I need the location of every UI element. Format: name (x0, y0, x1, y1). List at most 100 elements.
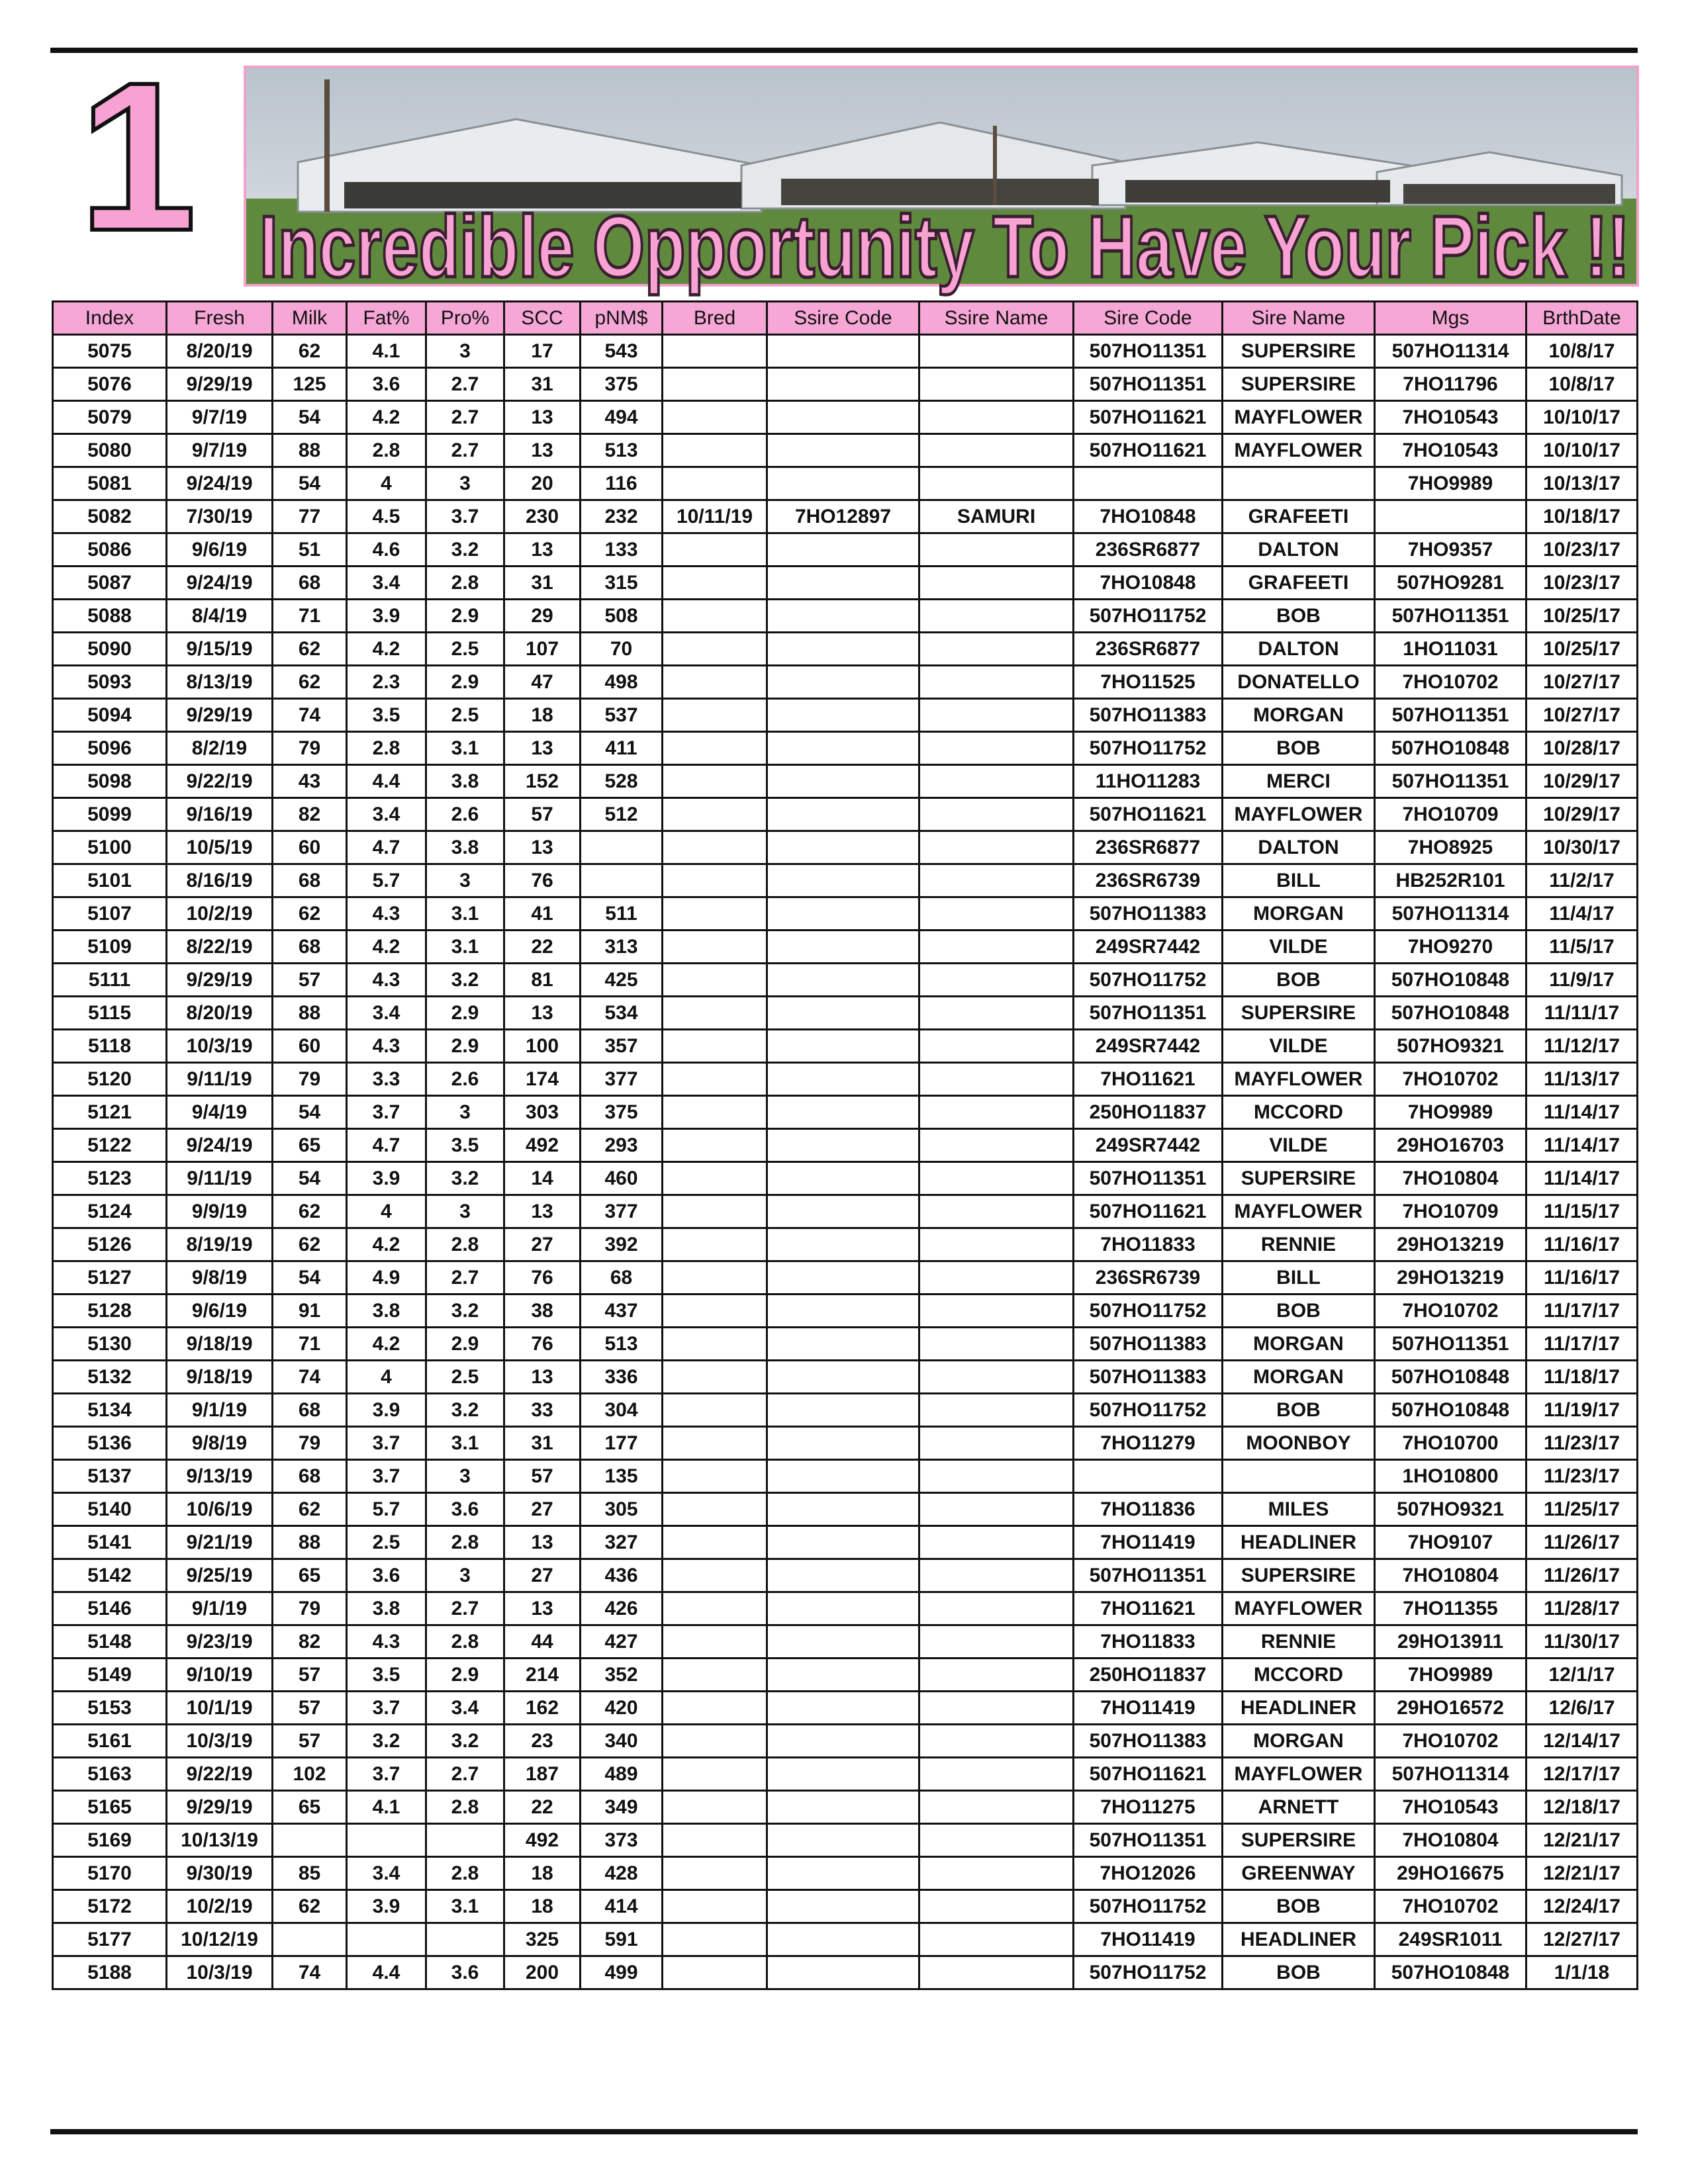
table-cell: 18 (503, 1856, 581, 1891)
table-cell: 1HO11031 (1374, 631, 1527, 666)
table-cell: 5142 (52, 1558, 167, 1593)
table-cell: 498 (579, 664, 663, 700)
table-cell: SUPERSIRE (1221, 1558, 1376, 1593)
table-cell: 10/27/17 (1525, 698, 1638, 733)
table-cell (766, 1492, 920, 1527)
table-cell: 250HO11837 (1072, 1657, 1223, 1692)
table-cell: 11/16/17 (1525, 1260, 1638, 1295)
table-cell (766, 532, 920, 567)
table-cell: VILDE (1221, 929, 1376, 964)
table-cell: 10/18/17 (1525, 499, 1638, 534)
table-cell: 11/16/17 (1525, 1227, 1638, 1262)
table-cell: 7HO8925 (1374, 830, 1527, 865)
table-cell (661, 1558, 768, 1593)
table-row: 5086 9/6/19 51 4.6 3.2 13 133 236SR6877 DALTON 7H… (52, 532, 1638, 567)
table-cell (661, 466, 768, 501)
table-cell: 18 (503, 1889, 581, 1924)
table-cell: 7HO11275 (1072, 1790, 1223, 1825)
table-cell: 187 (503, 1756, 581, 1792)
table-cell: 3.6 (346, 1558, 427, 1593)
table-cell: 460 (579, 1161, 663, 1196)
table-cell: 27 (503, 1558, 581, 1593)
table-cell: 357 (579, 1028, 663, 1064)
table-cell: 57 (271, 1690, 348, 1725)
table-row: 5136 9/8/19 79 3.7 3.1 31 177 7HO11279 MOONBOY 7H… (52, 1426, 1638, 1461)
table-cell: 9/8/19 (165, 1426, 273, 1461)
table-cell: 51 (271, 532, 348, 567)
table-cell (661, 731, 768, 766)
table-cell: 7HO11419 (1072, 1922, 1223, 1957)
table-cell (766, 664, 920, 700)
table-cell: 2.9 (425, 1028, 505, 1064)
table-cell: MCCORD (1221, 1095, 1376, 1130)
table-cell: 10/3/19 (165, 1028, 273, 1064)
table-cell (918, 896, 1074, 931)
table-cell (918, 698, 1074, 733)
table-cell: 5188 (52, 1955, 167, 1990)
table-cell: GRAFEETI (1221, 499, 1376, 534)
table-cell: 392 (579, 1227, 663, 1262)
table-cell (661, 1955, 768, 1990)
table-cell (766, 598, 920, 633)
table-cell: 507HO10848 (1374, 731, 1527, 766)
table-cell: 349 (579, 1790, 663, 1825)
table-row: 5153 10/1/19 57 3.7 3.4 162 420 7HO11419 HEADLIN… (52, 1690, 1638, 1725)
table-cell: MAYFLOWER (1221, 1591, 1376, 1626)
table-cell: 4.3 (346, 1028, 427, 1064)
table-cell (661, 598, 768, 633)
table-cell: DALTON (1221, 631, 1376, 666)
table-cell: 74 (271, 1359, 348, 1394)
table-row: 5087 9/24/19 68 3.4 2.8 31 315 7HO10848 GRAFEETI… (52, 565, 1638, 600)
table-cell (766, 929, 920, 964)
table-cell (661, 1095, 768, 1130)
table-cell: 528 (579, 764, 663, 799)
table-cell: 5121 (52, 1095, 167, 1130)
table-cell: 135 (579, 1459, 663, 1494)
table-cell: 10/13/17 (1525, 466, 1638, 501)
table-cell: 9/29/19 (165, 1790, 273, 1825)
table-cell: 29 (503, 598, 581, 633)
table-cell: 543 (579, 334, 663, 369)
header: 1 Incredible Opportunity To Have Your Pi… (77, 36, 1639, 297)
table-cell: 38 (503, 1293, 581, 1328)
headline: Incredible Opportunity To Have Your Pick… (259, 198, 1630, 295)
table-cell: 10/3/19 (165, 1955, 273, 1990)
table-cell: 492 (503, 1823, 581, 1858)
table-cell: 3 (425, 1459, 505, 1494)
table-cell: 5080 (52, 433, 167, 468)
table-cell: 3.1 (425, 731, 505, 766)
table-cell: 18 (503, 698, 581, 733)
table-cell: 2.8 (346, 731, 427, 766)
table-cell: 10/1/19 (165, 1690, 273, 1725)
table-cell: 91 (271, 1293, 348, 1328)
table-cell: 5111 (52, 962, 167, 997)
table-row: 5094 9/29/19 74 3.5 2.5 18 537 507HO11383 MORGAN… (52, 698, 1638, 733)
table-cell: 507HO11351 (1374, 1326, 1527, 1361)
table-cell: 7HO10848 (1072, 499, 1223, 534)
table-cell: DALTON (1221, 532, 1376, 567)
table-cell: 7HO12897 (766, 499, 920, 534)
table-cell: 5087 (52, 565, 167, 600)
table-cell: 5088 (52, 598, 167, 633)
table-cell (766, 1161, 920, 1196)
table-cell: 3.7 (346, 1095, 427, 1130)
table-cell: 10/2/19 (165, 896, 273, 931)
table-cell: 507HO11621 (1072, 400, 1223, 435)
table-cell: 5148 (52, 1624, 167, 1659)
table-cell: 5153 (52, 1690, 167, 1725)
table-cell (661, 698, 768, 733)
table-cell: 507HO11383 (1072, 1359, 1223, 1394)
table-cell: 3.9 (346, 1392, 427, 1428)
table-cell: 7HO10702 (1374, 664, 1527, 700)
table-cell: 3.2 (425, 962, 505, 997)
table-cell: 74 (271, 1955, 348, 1990)
table-cell (918, 1426, 1074, 1461)
table-cell: 3.2 (425, 1723, 505, 1758)
table-cell: 12/6/17 (1525, 1690, 1638, 1725)
table-cell: 76 (503, 1326, 581, 1361)
table-row: 5107 10/2/19 62 4.3 3.1 41 511 507HO11383 MORGAN… (52, 896, 1638, 931)
table-cell: 4 (346, 1194, 427, 1229)
table-cell (918, 1756, 1074, 1792)
table-cell: MAYFLOWER (1221, 1194, 1376, 1229)
